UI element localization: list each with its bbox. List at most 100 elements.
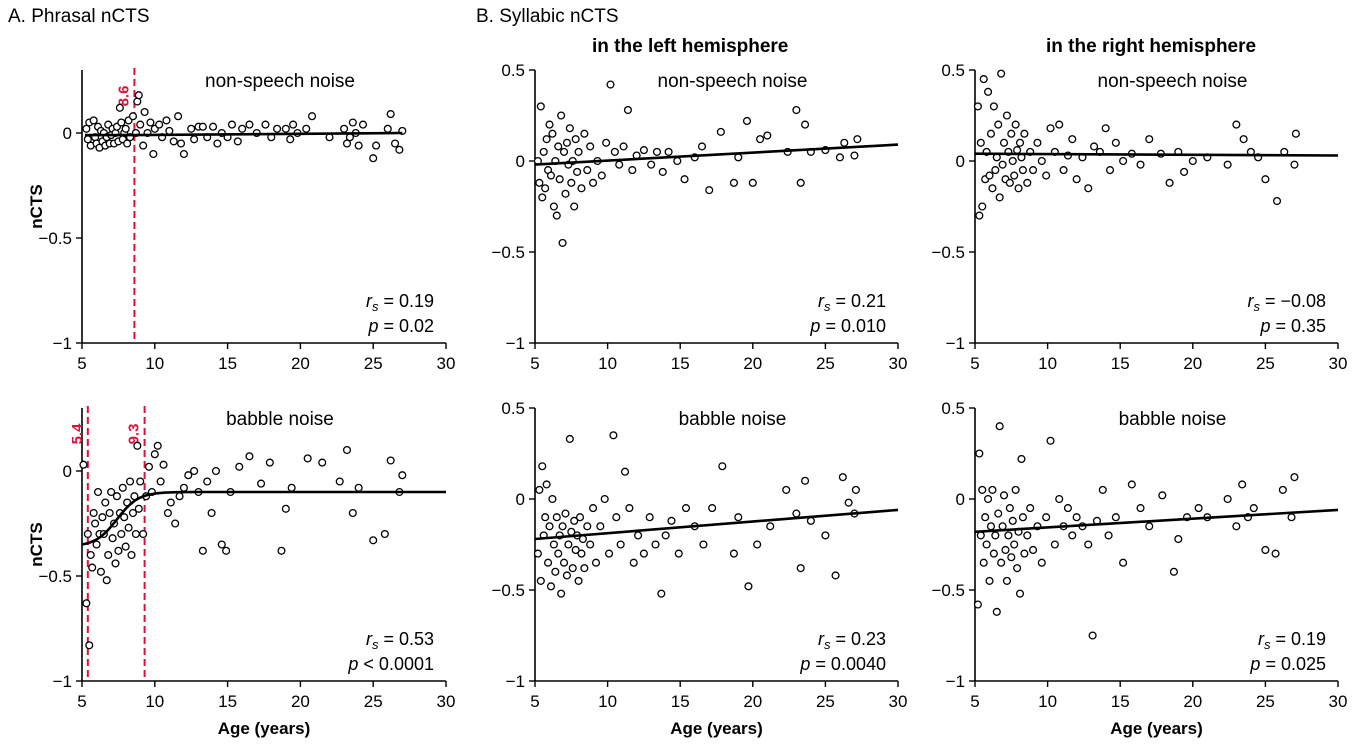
data-point <box>1290 473 1299 482</box>
data-point <box>988 485 997 494</box>
data-point <box>174 112 183 121</box>
data-point <box>1042 513 1051 522</box>
data-point <box>533 549 542 558</box>
data-point <box>831 571 840 580</box>
data-point <box>998 160 1007 169</box>
data-point <box>546 582 556 591</box>
y-tick-label: −1 <box>506 672 525 691</box>
data-point <box>1232 522 1241 531</box>
data-point <box>538 462 547 471</box>
x-tick-label: 10 <box>1038 354 1057 373</box>
data-point <box>281 504 290 513</box>
data-point <box>850 151 859 160</box>
x-tick-label: 5 <box>530 692 539 711</box>
data-point <box>111 559 120 568</box>
data-point <box>1111 138 1120 147</box>
data-point <box>187 124 196 133</box>
data-point <box>1037 156 1046 166</box>
panel-title: babble noise <box>679 409 787 430</box>
data-point <box>155 120 164 129</box>
data-point <box>1050 540 1059 549</box>
breakpoint-label: 8.6 <box>115 86 132 107</box>
data-point <box>369 536 378 545</box>
data-point <box>981 513 990 522</box>
data-point <box>121 542 130 551</box>
fit-line <box>974 152 1339 157</box>
data-point <box>577 549 586 558</box>
data-point <box>190 135 199 144</box>
data-point <box>844 498 853 507</box>
y-tick-label: −1 <box>946 334 965 353</box>
data-point <box>281 124 290 133</box>
y-tick-label: 0 <box>956 152 965 171</box>
data-point <box>999 491 1009 500</box>
y-tick-label: −0.5 <box>931 581 965 600</box>
data-point <box>796 178 805 187</box>
data-point <box>821 531 830 540</box>
data-point <box>1020 549 1029 558</box>
data-point <box>166 498 175 507</box>
data-point <box>619 142 628 151</box>
data-point <box>673 156 682 166</box>
data-point <box>1145 522 1154 531</box>
data-point <box>975 211 984 220</box>
data-point <box>645 513 654 522</box>
stat-p-text: p < 0.0001 <box>347 654 434 674</box>
data-point <box>978 202 987 211</box>
data-point <box>697 142 707 151</box>
data-point <box>1098 485 1107 494</box>
data-point <box>390 139 400 148</box>
data-point <box>318 458 327 467</box>
data-point <box>117 529 126 539</box>
data-point <box>1249 504 1258 513</box>
data-point <box>211 466 221 476</box>
data-point <box>235 462 244 471</box>
chart-B-right-top: 5 10 15 20 25 30 0.5 0 −0.5 −1 non-speech noise rs … <box>931 61 1347 373</box>
data-point <box>1101 124 1110 133</box>
data-point <box>586 540 595 549</box>
data-point <box>580 564 589 573</box>
x-tick-label: 20 <box>291 354 310 373</box>
data-point <box>140 107 149 117</box>
data-point <box>1165 178 1174 187</box>
data-point <box>1239 135 1248 144</box>
data-point <box>369 154 378 163</box>
data-point <box>664 147 673 156</box>
data-point <box>589 178 598 187</box>
data-point <box>629 558 638 567</box>
data-point <box>756 135 765 144</box>
data-point <box>1015 589 1025 598</box>
data-point <box>546 171 556 180</box>
data-point <box>1002 111 1011 120</box>
data-point <box>96 567 105 576</box>
data-point <box>985 171 994 180</box>
data-point <box>121 124 130 133</box>
x-axis-label: Age (years) <box>1110 719 1203 738</box>
data-point <box>1291 129 1300 138</box>
data-point <box>994 120 1003 129</box>
data-point <box>149 149 158 159</box>
data-point <box>1026 504 1035 513</box>
data-point <box>549 540 558 549</box>
data-point <box>801 476 810 485</box>
data-point <box>557 111 566 120</box>
data-point <box>227 120 237 129</box>
data-point <box>561 509 570 518</box>
data-point <box>651 540 660 549</box>
data-point <box>536 102 545 111</box>
data-point <box>169 137 178 146</box>
data-point <box>86 550 95 560</box>
data-point <box>1059 166 1068 175</box>
data-point <box>744 582 753 591</box>
data-point <box>568 564 577 573</box>
data-point <box>105 508 114 518</box>
stat-r-text: rs = 0.53 <box>366 629 434 652</box>
data-point <box>342 139 352 148</box>
data-point <box>986 129 996 138</box>
data-point <box>101 498 110 507</box>
data-point <box>125 477 135 486</box>
data-point <box>552 211 561 220</box>
data-point <box>245 120 254 129</box>
data-point <box>128 508 138 518</box>
data-point <box>89 508 98 518</box>
